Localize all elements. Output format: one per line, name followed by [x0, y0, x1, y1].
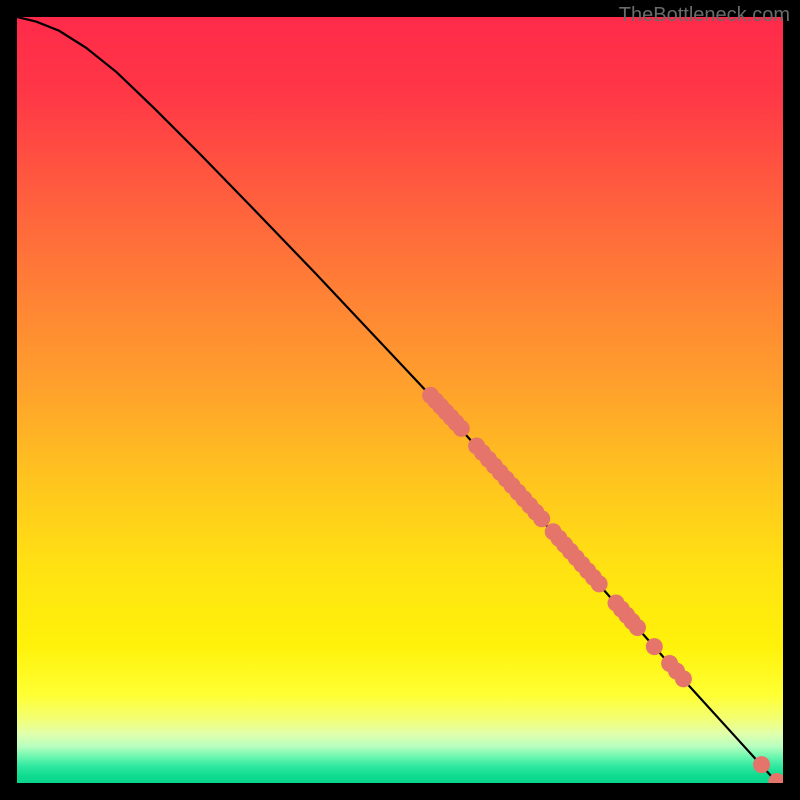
- attribution-text: TheBottleneck.com: [619, 4, 790, 26]
- heatmap-gradient-background: [17, 17, 783, 783]
- plot-area: [17, 17, 783, 783]
- attribution-watermark: TheBottleneck.com: [619, 4, 790, 27]
